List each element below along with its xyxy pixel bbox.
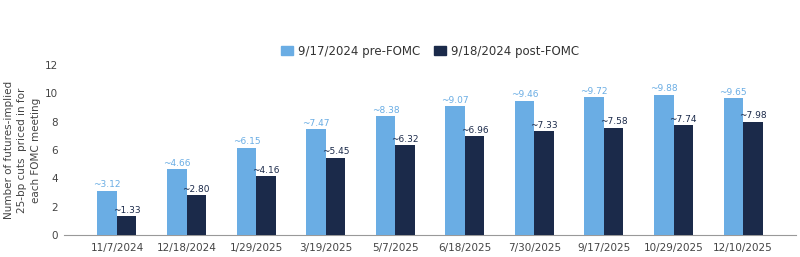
Bar — [465, 136, 484, 235]
Bar — [395, 145, 414, 235]
Text: ~2.80: ~2.80 — [182, 185, 210, 194]
Text: ~6.32: ~6.32 — [391, 135, 418, 144]
Bar — [534, 131, 554, 235]
Text: ~9.65: ~9.65 — [719, 88, 747, 97]
Text: ~7.74: ~7.74 — [670, 115, 697, 124]
Bar — [186, 195, 206, 235]
Text: ~9.72: ~9.72 — [581, 87, 608, 96]
Bar — [376, 116, 395, 235]
Legend: 9/17/2024 pre-FOMC, 9/18/2024 post-FOMC: 9/17/2024 pre-FOMC, 9/18/2024 post-FOMC — [277, 40, 583, 62]
Text: ~7.33: ~7.33 — [530, 121, 558, 130]
Text: ~6.15: ~6.15 — [233, 137, 260, 146]
Text: ~7.98: ~7.98 — [739, 112, 766, 121]
Bar — [117, 216, 137, 235]
Text: ~9.88: ~9.88 — [650, 84, 678, 94]
Bar — [674, 125, 693, 235]
Bar — [167, 169, 186, 235]
Bar — [237, 148, 256, 235]
Bar — [724, 98, 743, 235]
Bar — [585, 97, 604, 235]
Text: ~5.45: ~5.45 — [322, 147, 349, 156]
Bar — [604, 127, 623, 235]
Bar — [654, 95, 674, 235]
Text: ~9.46: ~9.46 — [511, 90, 538, 99]
Text: ~1.33: ~1.33 — [113, 206, 141, 215]
Text: ~8.38: ~8.38 — [372, 106, 399, 115]
Text: ~6.96: ~6.96 — [461, 126, 488, 135]
Text: ~4.16: ~4.16 — [252, 166, 279, 175]
Text: ~7.58: ~7.58 — [600, 117, 627, 126]
Text: ~3.12: ~3.12 — [94, 180, 121, 189]
Text: ~9.07: ~9.07 — [442, 96, 469, 105]
Text: ~4.66: ~4.66 — [163, 159, 190, 168]
Bar — [743, 122, 762, 235]
Bar — [306, 129, 326, 235]
Bar — [256, 176, 275, 235]
Text: ~7.47: ~7.47 — [302, 119, 330, 128]
Bar — [98, 191, 117, 235]
Bar — [326, 158, 345, 235]
Y-axis label: Number of futures-implied
25-bp cuts  priced in for
each FOMC meeting: Number of futures-implied 25-bp cuts pri… — [4, 81, 41, 219]
Bar — [446, 106, 465, 235]
Bar — [515, 101, 534, 235]
